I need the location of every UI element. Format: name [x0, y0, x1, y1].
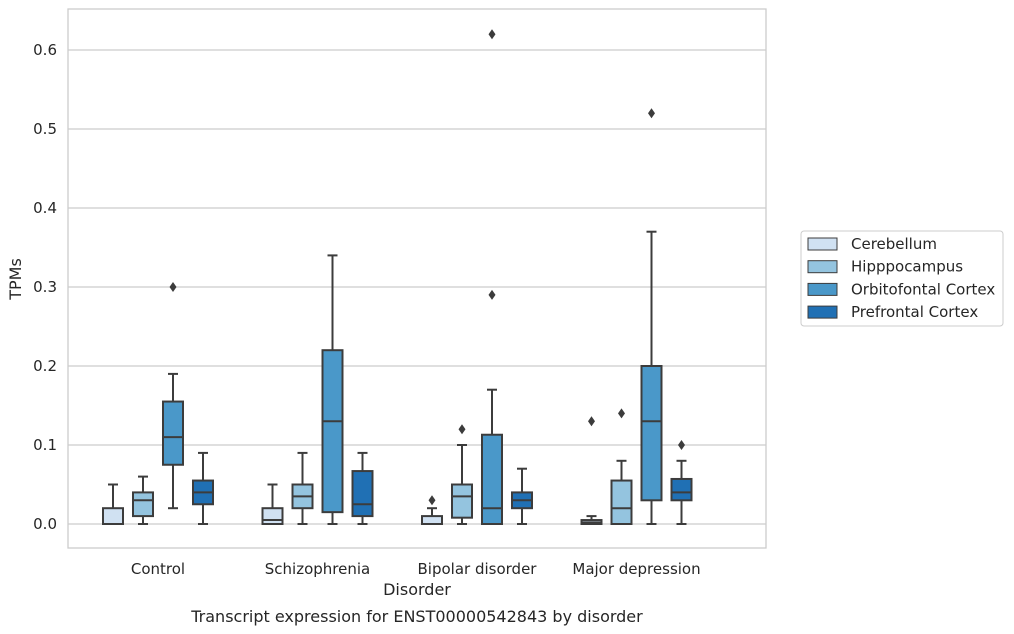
box-body — [481, 433, 503, 526]
legend-label: Cerebellum — [851, 235, 937, 253]
box-body — [351, 470, 374, 518]
box-1-3 — [610, 408, 633, 525]
y-axis-label: TPMs — [6, 258, 25, 301]
box-0-3 — [580, 416, 603, 525]
box-body — [640, 365, 663, 502]
box-2-3 — [640, 108, 663, 525]
box-body — [321, 349, 344, 514]
box-body — [421, 515, 443, 525]
legend-swatch — [807, 260, 838, 274]
box-body — [132, 491, 154, 518]
box-0-1 — [261, 483, 284, 526]
box-2-0 — [162, 282, 184, 510]
x-tick-label: Bipolar disorder — [418, 560, 538, 578]
y-tick-label: 0.3 — [33, 278, 57, 296]
box-0-2 — [421, 495, 443, 525]
legend-swatch — [807, 282, 838, 296]
outlier-point — [169, 282, 177, 292]
y-tick-label: 0.4 — [33, 199, 57, 217]
box-body — [610, 479, 633, 525]
outlier-point — [678, 440, 685, 450]
legend-swatch — [807, 237, 838, 251]
outlier-point — [488, 29, 496, 40]
y-tick-label: 0.0 — [33, 515, 57, 533]
box-1-1 — [291, 451, 314, 525]
outlier-point — [588, 416, 595, 427]
legend-label: Orbitofontal Cortex — [851, 280, 995, 298]
x-axis-label: Disorder — [383, 580, 451, 599]
y-tick-label: 0.6 — [33, 41, 57, 59]
outlier-point — [648, 108, 655, 119]
box-3-0 — [192, 451, 214, 525]
legend-label: Prefrontal Cortex — [851, 303, 978, 321]
box-1-0 — [132, 475, 154, 525]
legend-frame — [800, 230, 1004, 327]
outlier-point — [428, 495, 436, 506]
legend-swatch — [807, 305, 838, 319]
box-body — [670, 477, 693, 502]
y-tick-label: 0.5 — [33, 120, 57, 138]
box-2-2 — [481, 29, 503, 526]
y-tick-labels: 0.0 0.1 0.2 0.3 0.4 0.5 0.6 — [33, 41, 57, 533]
box-3-1 — [351, 451, 374, 525]
box-2-1 — [321, 254, 344, 525]
box-body — [162, 400, 184, 466]
x-tick-label: Control — [131, 560, 185, 578]
y-tick-label: 0.1 — [33, 436, 57, 454]
plot-frame — [67, 8, 767, 549]
grid-lines — [68, 49, 766, 525]
box-3-2 — [511, 467, 533, 525]
box-0-0 — [102, 483, 124, 526]
legend: Cerebellum Hipppocampus Orbitofontal Corte… — [800, 230, 1004, 327]
box-1-2 — [451, 424, 473, 525]
y-tick-label: 0.2 — [33, 357, 57, 375]
x-tick-label: Schizophrenia — [265, 560, 370, 578]
outlier-point — [488, 289, 496, 300]
box-body — [261, 507, 284, 526]
chart-caption: Transcript expression for ENST0000054284… — [190, 607, 643, 626]
x-tick-label: Major depression — [572, 560, 700, 578]
legend-label: Hipppocampus — [851, 258, 963, 276]
outlier-point — [458, 424, 466, 435]
box-3-3 — [670, 440, 693, 525]
x-tick-labels: Control Schizophrenia Bipolar disorder Majo… — [131, 560, 701, 578]
boxes — [102, 29, 693, 526]
box-body — [451, 483, 473, 519]
outlier-point — [618, 408, 625, 419]
box-body — [102, 507, 124, 526]
